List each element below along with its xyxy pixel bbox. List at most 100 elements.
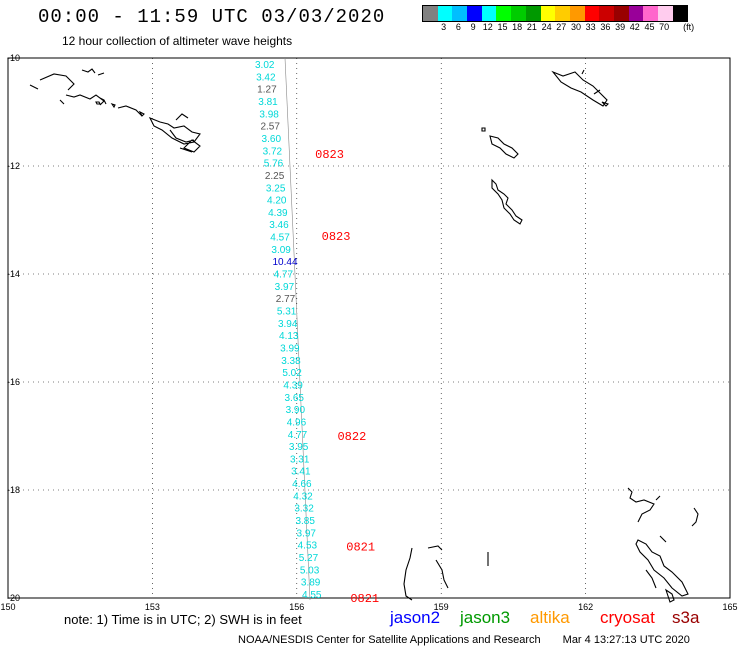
wave-height-value: 3.32: [294, 504, 314, 515]
legend-swatch: [423, 6, 438, 21]
lon-tick-label: 150: [0, 602, 15, 612]
legend-label: 42: [629, 22, 640, 32]
legend-label: 36: [600, 22, 611, 32]
coastline-vanuatu-north: [491, 178, 523, 225]
lon-tick-label: 153: [145, 602, 160, 612]
legend-label: 3: [441, 22, 447, 32]
legend-label: 30: [570, 22, 582, 32]
wave-height-value: 3.81: [258, 97, 278, 108]
wave-height-value: 3.89: [301, 578, 321, 589]
time-label: 0823: [322, 230, 351, 244]
lon-tick-label: 162: [578, 602, 593, 612]
wave-height-value: 3.38: [281, 356, 301, 367]
wave-height-value: 4.39: [268, 208, 288, 219]
page-title: 00:00 - 11:59 UTC 03/03/2020: [38, 6, 386, 28]
legend-swatch: [555, 6, 570, 21]
legend-label: 21: [526, 22, 537, 32]
wave-height-value: 3.94: [278, 319, 298, 330]
coastline-solomons: [551, 69, 610, 107]
credit-line: NOAA/NESDIS Center for Satellite Applica…: [238, 634, 690, 646]
satellite-track: [284, 57, 311, 601]
wave-height-value: 4.32: [293, 491, 313, 502]
legend-swatch: [525, 6, 541, 21]
legend-label: 45: [644, 22, 655, 32]
wave-height-value: 4.20: [267, 196, 287, 207]
wave-height-value: 3.25: [266, 183, 286, 194]
wave-height-value: 3.97: [297, 528, 317, 539]
legend-swatch: [452, 6, 468, 21]
time-label: 0822: [337, 430, 366, 444]
wave-height-value: 5.03: [300, 565, 320, 576]
legend-label: 39: [615, 22, 626, 32]
wave-height-value: 3.60: [262, 134, 282, 145]
wave-height-value: 3.72: [263, 146, 283, 157]
coastline-new-caledonia: [403, 545, 489, 601]
wave-height-value: 3.90: [286, 405, 306, 416]
legend-label: 33: [585, 22, 596, 32]
wave-height-value: 3.97: [275, 282, 295, 293]
legend-swatch: [481, 6, 497, 21]
wave-height-value: 4.57: [270, 233, 290, 244]
legend-swatch: [658, 6, 673, 21]
lat-tick-label: -20: [7, 593, 20, 603]
legend-swatch: [467, 6, 482, 21]
wave-height-value: 5.27: [299, 553, 319, 564]
legend-label: 12: [482, 22, 493, 32]
legend-label: 6: [455, 22, 461, 32]
lat-tick-label: -18: [7, 485, 20, 495]
wave-height-value: 4.77: [274, 270, 294, 281]
lat-tick-label: -14: [7, 269, 20, 279]
wave-height-value: 2.57: [260, 122, 280, 133]
wave-height-value: 4.66: [292, 479, 312, 490]
wave-height-value: 3.65: [285, 393, 305, 404]
wave-height-value: 3.85: [295, 516, 315, 527]
satellite-cryosat: cryosat: [600, 608, 655, 627]
satellite-jason3: jason3: [460, 608, 511, 627]
wave-height-value: 3.95: [289, 442, 309, 453]
coastline-islet-b: [110, 102, 116, 109]
wave-height-value: 4.96: [287, 417, 307, 428]
wave-height-value: 4.39: [283, 380, 303, 391]
wave-height-value: 5.31: [277, 307, 297, 318]
coastlines: [29, 68, 699, 603]
lat-tick-label: -12: [7, 161, 20, 171]
legend-unit: (ft): [683, 22, 695, 32]
wave-height-value: 3.02: [255, 60, 275, 71]
coastline-islet-a: [95, 101, 101, 105]
legend-swatch: [672, 6, 688, 21]
coastline-rennell: [481, 127, 519, 159]
lon-tick-label: 165: [722, 602, 737, 612]
legend-swatch: [569, 6, 585, 21]
wave-height-value: 1.27: [257, 85, 277, 96]
legend-swatch: [584, 6, 600, 21]
wave-height-value: 2.25: [265, 171, 285, 182]
wave-height-value: 2.77: [276, 294, 296, 305]
color-legend: [422, 5, 689, 22]
wave-height-value: 4.55: [302, 590, 322, 601]
coastline-louisiade: [29, 68, 201, 153]
satellite-s3a: s3a: [672, 608, 700, 627]
wave-height-value: 4.53: [298, 541, 318, 552]
legend-swatch: [599, 6, 614, 21]
map-frame: [7, 57, 731, 599]
wave-height-labels: 3.023.42 1.273.813.98 2.573.603.72 5.762.25…: [255, 60, 322, 601]
wave-height-value: 3.42: [256, 72, 276, 83]
legend-label: 70: [659, 22, 670, 32]
wave-height-value: 4.13: [279, 331, 299, 342]
page-subtitle: 12 hour collection of altimeter wave hei…: [62, 34, 293, 48]
wave-height-value: 10.44: [272, 257, 297, 268]
axis-labels: 150 153 156 159 162 165 -10 -12 -14 -16 -18 -20: [0, 53, 737, 612]
satellite-altika: altika: [530, 608, 570, 627]
credit-text: NOAA/NESDIS Center for Satellite Applica…: [238, 634, 541, 646]
wave-height-value: 5.02: [282, 368, 302, 379]
legend-swatch: [511, 6, 526, 21]
lon-tick-label: 159: [434, 602, 449, 612]
time-label: 0821: [350, 592, 379, 606]
wave-height-value: 3.09: [271, 245, 291, 256]
legend-swatch: [496, 6, 512, 21]
legend-swatch: [540, 6, 556, 21]
coastline-islet-c: [138, 110, 145, 117]
legend-label: 27: [556, 22, 567, 32]
time-labels: 0823 0823 0822 0821 0821: [315, 148, 379, 606]
